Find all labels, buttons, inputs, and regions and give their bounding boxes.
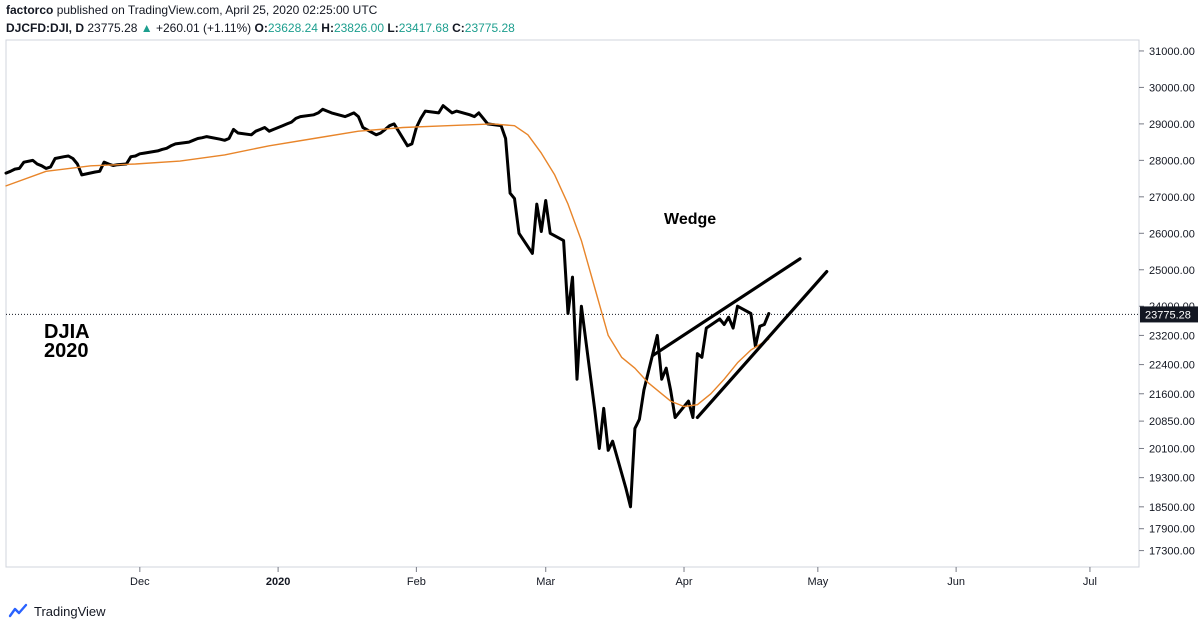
tradingview-logo-icon[interactable] [8, 603, 28, 619]
x-tick-label: Feb [407, 576, 426, 588]
y-tick-label: 28000.00 [1149, 155, 1195, 167]
x-tick-label: Apr [675, 576, 692, 588]
y-tick-label: 25000.00 [1149, 265, 1195, 277]
series-line-price [4, 104, 771, 509]
open-label: O: [254, 21, 268, 35]
y-tick-label: 22400.00 [1149, 360, 1195, 372]
y-tick-label: 26000.00 [1149, 228, 1195, 240]
tradingview-brand[interactable]: TradingView [34, 603, 106, 619]
y-tick-label: 31000.00 [1149, 46, 1195, 58]
year-annotation: 2020 [44, 340, 89, 362]
publish-info: published on TradingView.com, April 25, … [56, 3, 378, 17]
y-tick-label: 30000.00 [1149, 82, 1195, 94]
low-label: L: [387, 21, 399, 35]
x-tick-label: Mar [536, 576, 555, 588]
symbol-line: DJCFD:DJI, D 23775.28 ▲ +260.01 (+1.11%)… [6, 21, 515, 35]
x-tick-label: Dec [130, 576, 150, 588]
high-value: 23826.00 [333, 21, 385, 35]
y-tick-label: 20100.00 [1149, 443, 1195, 455]
x-tick-label: 2020 [266, 576, 290, 588]
djia-annotation: DJIA [44, 321, 90, 343]
x-tick-label: May [807, 576, 828, 588]
close-value: 23775.28 [464, 21, 515, 35]
price-change: +260.01 (+1.11%) [156, 21, 252, 35]
y-tick-label: 17300.00 [1149, 546, 1195, 558]
y-tick-label: 20850.00 [1149, 416, 1195, 428]
x-tick-label: Jul [1083, 576, 1097, 588]
y-tick-label: 19300.00 [1149, 473, 1195, 485]
wedge-trendline-1[interactable] [651, 257, 802, 358]
y-tick-label: 17900.00 [1149, 524, 1195, 536]
price-tag-label: 23775.28 [1145, 309, 1191, 321]
y-tick-label: 27000.00 [1149, 192, 1195, 204]
triangle-up-icon: ▲ [140, 21, 153, 35]
y-tick-label: 23200.00 [1149, 330, 1195, 342]
publish-line: factorco published on TradingView.com, A… [6, 3, 377, 17]
wedge-annotation: Wedge [664, 211, 716, 228]
open-value: 23628.24 [267, 21, 318, 35]
close-label: C: [452, 21, 465, 35]
last-price: 23775.28 [87, 21, 138, 35]
plot-frame [5, 39, 1140, 568]
high-label: H: [321, 21, 334, 35]
symbol-label[interactable]: DJCFD:DJI, D [6, 21, 85, 35]
x-tick-label: Jun [947, 576, 965, 588]
y-tick-label: 29000.00 [1149, 119, 1195, 131]
price-tag-box [1140, 306, 1198, 323]
y-tick-label: 18500.00 [1149, 502, 1195, 514]
publisher-name[interactable]: factorco [6, 3, 54, 17]
series-line-moving-average [5, 123, 770, 408]
y-tick-label: 21600.00 [1149, 389, 1195, 401]
footer: TradingView [8, 603, 106, 619]
low-value: 23417.68 [398, 21, 449, 35]
wedge-trendline-2[interactable] [695, 269, 829, 420]
